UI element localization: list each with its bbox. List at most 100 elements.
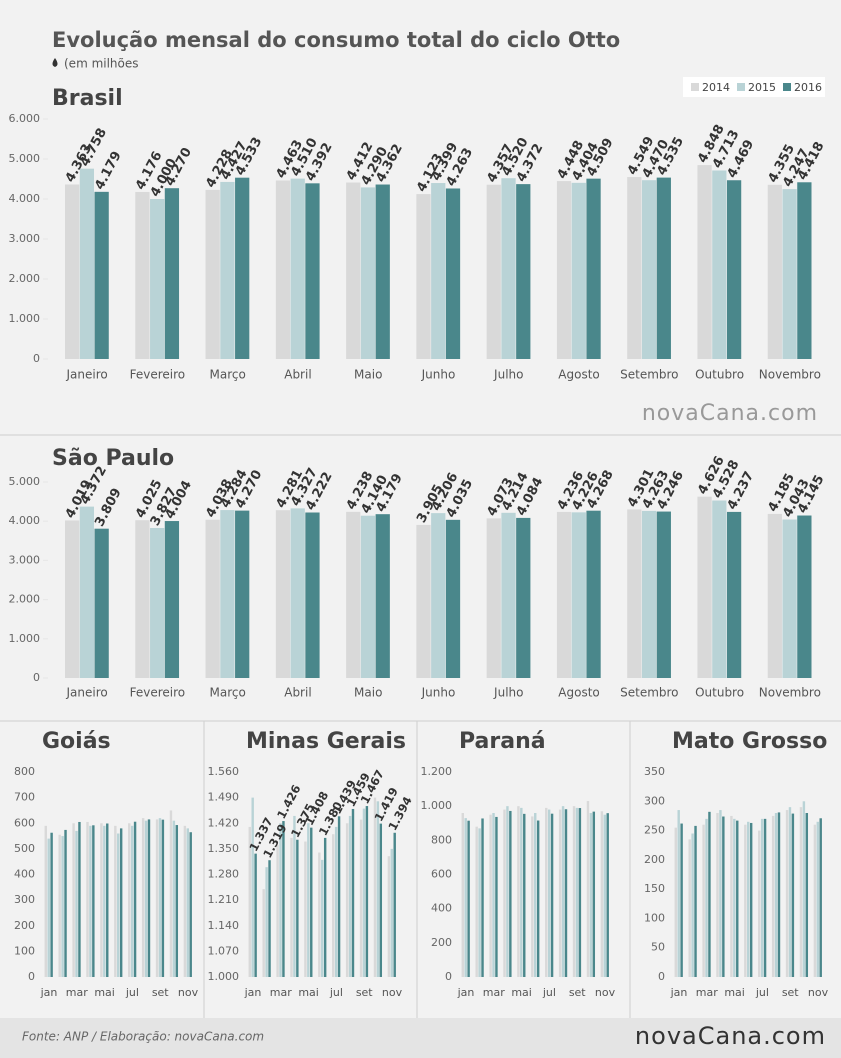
bar [763,818,767,977]
x-tick-label: Janeiro [66,368,108,382]
bar [150,199,165,359]
bar [305,183,320,359]
bar [431,183,446,359]
x-tick-label: Março [210,368,246,382]
y-tick-label: 0 [445,970,452,983]
y-tick-label: 1.000 [9,312,41,325]
y-tick-label: 1.420 [208,816,240,829]
bar [275,180,291,359]
bar [774,813,778,977]
bar [816,821,820,977]
bar [416,524,431,678]
bar [47,838,50,977]
bar [65,184,80,359]
bar [545,807,548,977]
bar [547,809,551,977]
bar [130,825,134,977]
bar [293,815,296,977]
bar [797,515,812,678]
bar [467,820,470,977]
bar [536,820,540,977]
bar [606,813,609,977]
bar [268,860,271,977]
bar [516,517,531,678]
y-tick-label: 2.000 [9,272,41,285]
bar [262,889,265,977]
bar [589,813,593,977]
bar [571,512,586,678]
x-tick-label: nov [178,986,199,999]
x-tick-label: Setembro [620,686,678,700]
bar [481,818,484,977]
bar [722,816,725,977]
y-tick-label: 1.000 [9,632,41,645]
bar [802,801,806,977]
bar [416,194,431,359]
bar [334,826,338,977]
y-tick-label: 1.140 [208,919,240,932]
bar [819,818,822,977]
bar [744,824,747,977]
bar [390,848,394,977]
bar [445,188,461,359]
bar [387,856,391,977]
y-tick-label: 1.000 [208,970,240,983]
bar [307,823,310,977]
bar [220,181,235,359]
x-tick-label: Junho [421,368,456,382]
bar [318,852,321,977]
bar [393,832,396,977]
chart-title: Brasil [52,86,123,111]
bar [360,187,376,359]
bar [561,806,565,977]
bar [58,834,61,977]
x-tick-label: Julho [493,686,523,700]
bar [712,170,727,359]
bar [592,811,596,977]
x-tick-label: mai [94,986,115,999]
x-tick-label: mai [724,986,745,999]
x-tick-label: set [782,986,799,999]
bar [92,825,95,977]
x-tick-label: nov [808,986,829,999]
bar [94,528,109,678]
y-tick-label: 200 [431,936,452,949]
bar [362,808,366,977]
bar [716,813,719,977]
bar [100,823,103,977]
x-tick-label: set [356,986,373,999]
bar [758,830,761,977]
bar [726,511,742,678]
x-tick-label: Agosto [558,368,599,382]
bar [788,807,792,977]
bar [44,825,47,977]
y-tick-label: 250 [644,824,665,837]
y-tick-label: 3.000 [9,553,41,566]
x-tick-label: Setembro [620,368,678,382]
x-tick-label: Janeiro [66,686,108,700]
footer-source: Fonte: ANP / Elaboração: novaCana.com [22,1030,264,1044]
bar [172,820,176,977]
bar [719,810,722,977]
bar [141,818,145,977]
y-tick-label: 1.200 [421,765,453,778]
bar [164,188,180,359]
legend-label: 2016 [794,81,822,94]
bar [726,180,742,359]
y-tick-label: 100 [644,911,665,924]
y-tick-label: 400 [14,868,35,881]
bar [702,824,705,977]
x-tick-label: jan [40,986,58,999]
y-tick-label: 100 [14,944,35,957]
bar [183,825,187,977]
bar [186,828,190,977]
bar [279,823,282,977]
bar [135,191,150,359]
y-tick-label: 1.490 [208,791,240,804]
bar [375,184,390,359]
x-tick-label: nov [382,986,403,999]
bar [558,809,562,977]
y-tick-label: 1.350 [208,842,240,855]
bar [50,832,53,977]
bar [571,182,586,359]
